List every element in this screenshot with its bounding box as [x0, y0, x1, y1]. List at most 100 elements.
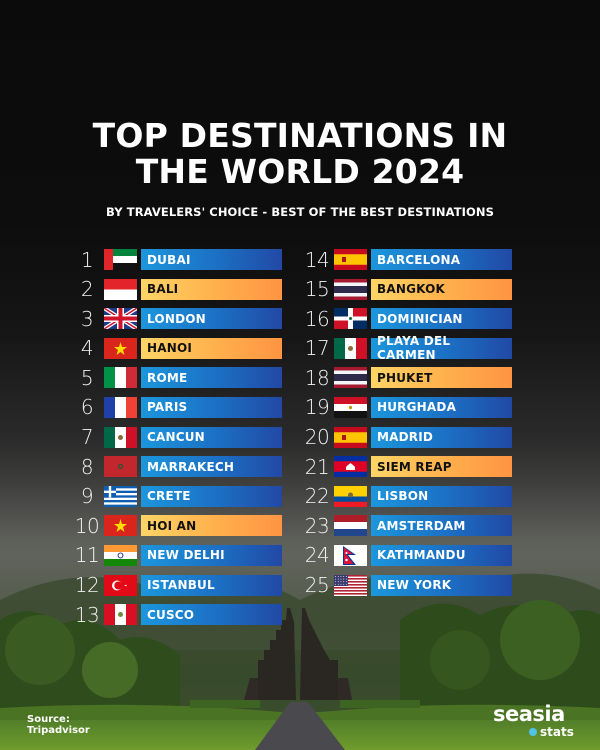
greece-flag-icon	[104, 485, 137, 507]
destination-row: 18 PHUKET	[302, 365, 512, 390]
egypt-flag-icon	[334, 396, 367, 418]
india-flag-icon	[104, 544, 137, 566]
destination-name-bar: BALI	[141, 278, 282, 300]
peru-flag-icon	[104, 604, 137, 626]
subtitle: BY TRAVELERS' CHOICE - BEST OF THE BEST …	[106, 205, 494, 219]
destination-row: 22 LISBON	[302, 484, 512, 509]
destination-row: 14 BARCELONA	[302, 247, 512, 272]
rank-number: 3	[80, 306, 94, 331]
rank-number: 16	[304, 306, 330, 331]
rank-number: 21	[304, 454, 330, 479]
vietnam-flag-icon	[104, 515, 137, 537]
rank-number: 24	[304, 543, 330, 568]
indonesia-flag-icon	[104, 278, 137, 300]
destination-name-bar: BANGKOK	[371, 278, 512, 300]
destination-name-bar: CUSCO	[141, 604, 282, 626]
destination-name-bar: ROME	[141, 367, 282, 389]
source-label: Source:	[27, 714, 70, 725]
rank-number: 18	[304, 365, 330, 390]
title-line-2: THE WORLD 2024	[135, 152, 465, 191]
destination-row: 5 ROME	[72, 366, 282, 390]
globe-dot-icon	[529, 728, 537, 736]
rank-number: 7	[80, 425, 94, 450]
rank-number: 22	[304, 484, 330, 509]
cambodia-flag-icon	[334, 456, 367, 478]
destination-name-bar: DUBAI	[141, 249, 282, 270]
destination-row: 17 PLAYA DEL CARMEN	[302, 334, 512, 362]
destination-row: 6 PARIS	[72, 395, 282, 419]
rank-number: 9	[80, 484, 94, 509]
destination-name-bar: MARRAKECH	[141, 456, 282, 478]
destination-name-bar: HOI AN	[141, 515, 282, 537]
destination-name-bar: HURGHADA	[371, 396, 512, 418]
destination-name-bar: BARCELONA	[371, 249, 512, 270]
thailand-flag-icon	[334, 367, 367, 389]
destination-name-bar: LONDON	[141, 308, 282, 330]
morocco-flag-icon	[104, 456, 137, 478]
destination-row: 23 AMSTERDAM	[302, 514, 512, 538]
thailand-flag-icon	[334, 278, 367, 300]
ranking-column-right: 14 BARCELONA 15 BANGKOK 16 DOMINICIAN 17 PLAYA …	[302, 247, 512, 604]
page-title: TOP DESTINATIONS IN THE WORLD 2024	[0, 118, 600, 190]
destination-row: 9 CRETE	[72, 484, 282, 509]
ecuador-flag-icon	[334, 485, 367, 507]
rank-number: 2	[80, 277, 94, 302]
destination-name-bar: NEW DELHI	[141, 544, 282, 566]
italy-flag-icon	[104, 367, 137, 389]
destination-name-bar: HANOI	[141, 337, 282, 359]
rank-number: 20	[304, 425, 330, 450]
source-value: Tripadvisor	[27, 725, 90, 736]
rank-number: 25	[304, 573, 330, 598]
nepal-flag-icon	[334, 544, 367, 566]
destination-name-bar: CANCUN	[141, 426, 282, 448]
rank-number: 4	[80, 336, 94, 361]
dominican-republic-flag-icon	[334, 308, 367, 330]
vietnam-flag-icon	[104, 337, 137, 359]
destination-name-bar: ISTANBUL	[141, 574, 282, 596]
logo-brand: seasia	[493, 702, 565, 726]
destination-row: 12 ISTANBUL	[72, 573, 282, 597]
rank-number: 11	[74, 543, 100, 568]
destination-name-bar: PLAYA DEL CARMEN	[371, 334, 512, 362]
destination-row: 2 BALI	[72, 277, 282, 302]
destination-row: 1 DUBAI	[72, 247, 282, 272]
destination-name-bar: CRETE	[141, 485, 282, 507]
destination-name-bar: MADRID	[371, 426, 512, 448]
rank-number: 15	[304, 277, 330, 302]
netherlands-flag-icon	[334, 515, 367, 537]
destination-row: 19 HURGHADA	[302, 395, 512, 420]
rank-number: 14	[304, 247, 330, 272]
rank-number: 17	[304, 336, 330, 361]
france-flag-icon	[104, 396, 137, 418]
destination-row: 8 MARRAKECH	[72, 454, 282, 479]
destination-name-bar: PHUKET	[371, 367, 512, 389]
spain-flag-icon	[334, 249, 367, 270]
destination-row: 7 CANCUN	[72, 425, 282, 450]
destination-row: 25 NEW YORK	[302, 573, 512, 598]
destination-row: 11 NEW DELHI	[72, 543, 282, 568]
rank-number: 8	[80, 454, 94, 479]
turkey-flag-icon	[104, 574, 137, 596]
source-credit: Source: Tripadvisor	[27, 714, 90, 736]
destination-name-bar: DOMINICIAN	[371, 308, 512, 330]
usa-flag-icon	[334, 574, 367, 596]
logo-sub: stats	[529, 725, 574, 739]
destination-row: 21 SIEM REAP	[302, 454, 512, 479]
destination-row: 24 KATHMANDU	[302, 543, 512, 568]
destination-name-bar: NEW YORK	[371, 574, 512, 596]
mexico-flag-icon	[104, 426, 137, 448]
rank-number: 1	[80, 247, 94, 272]
destination-row: 10 HOI AN	[72, 514, 282, 538]
uk-flag-icon	[104, 308, 137, 330]
destination-row: 4 HANOI	[72, 336, 282, 361]
destination-row: 3 LONDON	[72, 306, 282, 331]
destination-row: 20 MADRID	[302, 425, 512, 450]
logo-sub-text: stats	[540, 725, 574, 739]
destination-name-bar: SIEM REAP	[371, 456, 512, 478]
rank-number: 19	[304, 395, 330, 420]
uae-flag-icon	[104, 249, 137, 270]
destination-name-bar: PARIS	[141, 396, 282, 418]
ranking-column-left: 1 DUBAI 2 BALI 3 LONDON 4 HANOI 5 ROME 6 PARIS 7 CANC…	[72, 247, 282, 634]
destination-row: 16 DOMINICIAN	[302, 306, 512, 331]
